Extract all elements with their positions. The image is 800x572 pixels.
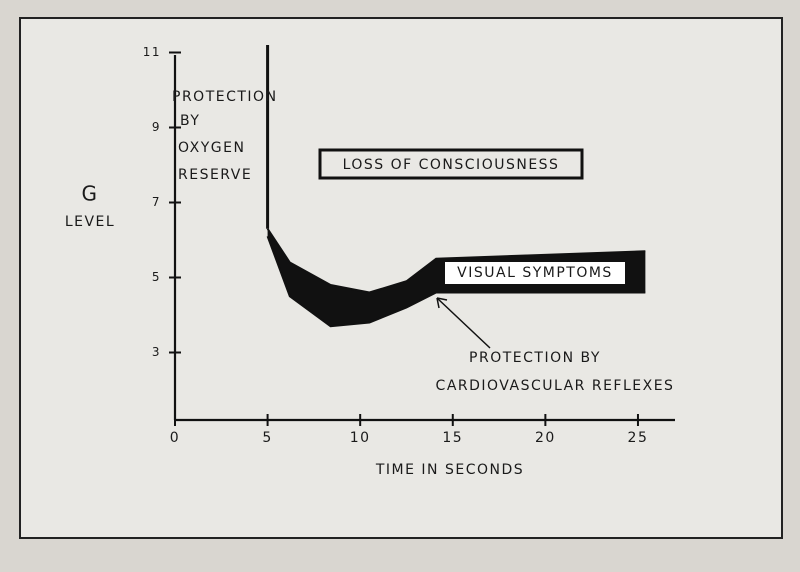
y-tick-label: 9 — [152, 120, 161, 134]
band-edge — [266, 235, 646, 328]
annotation: VISUAL SYMPTOMS — [457, 265, 613, 281]
annotation: PROTECTION BY — [469, 350, 601, 366]
y-axis-label: LEVEL — [65, 214, 115, 230]
x-tick-label: 10 — [350, 430, 371, 446]
band-edge — [266, 228, 646, 294]
card — [19, 17, 783, 539]
annotation-box — [445, 262, 625, 284]
annotation-arrow — [436, 297, 448, 309]
annotation: CARDIOVASCULAR REFLEXES — [436, 378, 675, 394]
y-tick-label: 7 — [152, 195, 161, 209]
y-tick-label: 11 — [143, 45, 161, 59]
annotation: BY — [180, 113, 200, 129]
annotation-box — [318, 148, 584, 180]
annotation: OXYGEN — [178, 140, 245, 156]
x-axis-label: TIME IN SECONDS — [375, 462, 524, 478]
annotation-arrow — [436, 297, 491, 349]
x-tick-label: 20 — [535, 430, 556, 446]
x-tick-label: 5 — [262, 430, 272, 446]
x-tick-label: 15 — [442, 430, 463, 446]
annotation: RESERVE — [178, 167, 252, 183]
x-tick-label: 25 — [628, 430, 649, 446]
x-tick-label: 0 — [170, 430, 180, 446]
annotation: LOSS OF CONSCIOUSNESS — [343, 157, 560, 173]
y-axis-label: G — [82, 182, 99, 206]
y-tick-label: 5 — [152, 270, 161, 284]
y-tick-label: 3 — [152, 345, 161, 359]
annotation: PROTECTION — [172, 89, 278, 105]
